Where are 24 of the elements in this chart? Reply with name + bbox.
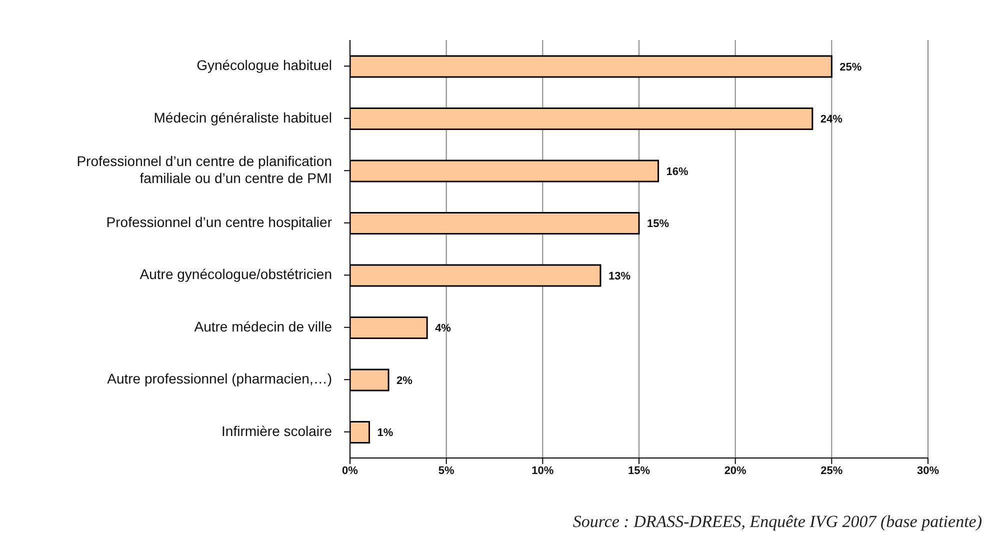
x-tick-label: 5%	[438, 464, 454, 477]
data-label: 4%	[435, 322, 452, 335]
data-label: 24%	[820, 114, 843, 126]
data-label: 25%	[840, 61, 862, 74]
x-tick-label: 20%	[724, 464, 747, 477]
x-tick-label: 30%	[916, 464, 940, 477]
data-label: 13%	[608, 270, 631, 282]
x-tick-label: 10%	[532, 464, 554, 477]
y-tick-label: Médecin généraliste habituel	[154, 109, 332, 126]
y-tick-label: Professionnel d’un centre de planification familiale ou d’un centre de PMI	[76, 152, 332, 186]
y-tick-label: Autre professionnel (pharmacien,…)	[107, 370, 332, 386]
x-tick-label: 25%	[820, 464, 843, 477]
x-tick-label: 0%	[342, 464, 358, 477]
data-label: 1%	[377, 427, 394, 440]
data-label: 15%	[647, 218, 670, 230]
x-tick-label: 15%	[628, 464, 650, 477]
y-tick-label: Autre gynécologue/obstétricien	[140, 266, 332, 282]
source-note: Source : DRASS-DREES, Enquête IVG 2007 (base patiente)	[572, 512, 982, 532]
data-label: 16%	[666, 166, 688, 178]
y-tick-label: Infirmière scolaire	[222, 422, 332, 439]
data-label: 2%	[396, 374, 413, 387]
y-tick-label: Professionnel d’un centre hospitalier	[106, 214, 332, 230]
y-tick-label: Autre médecin de ville	[194, 318, 332, 334]
y-tick-label: Gynécologue habituel	[196, 56, 332, 73]
